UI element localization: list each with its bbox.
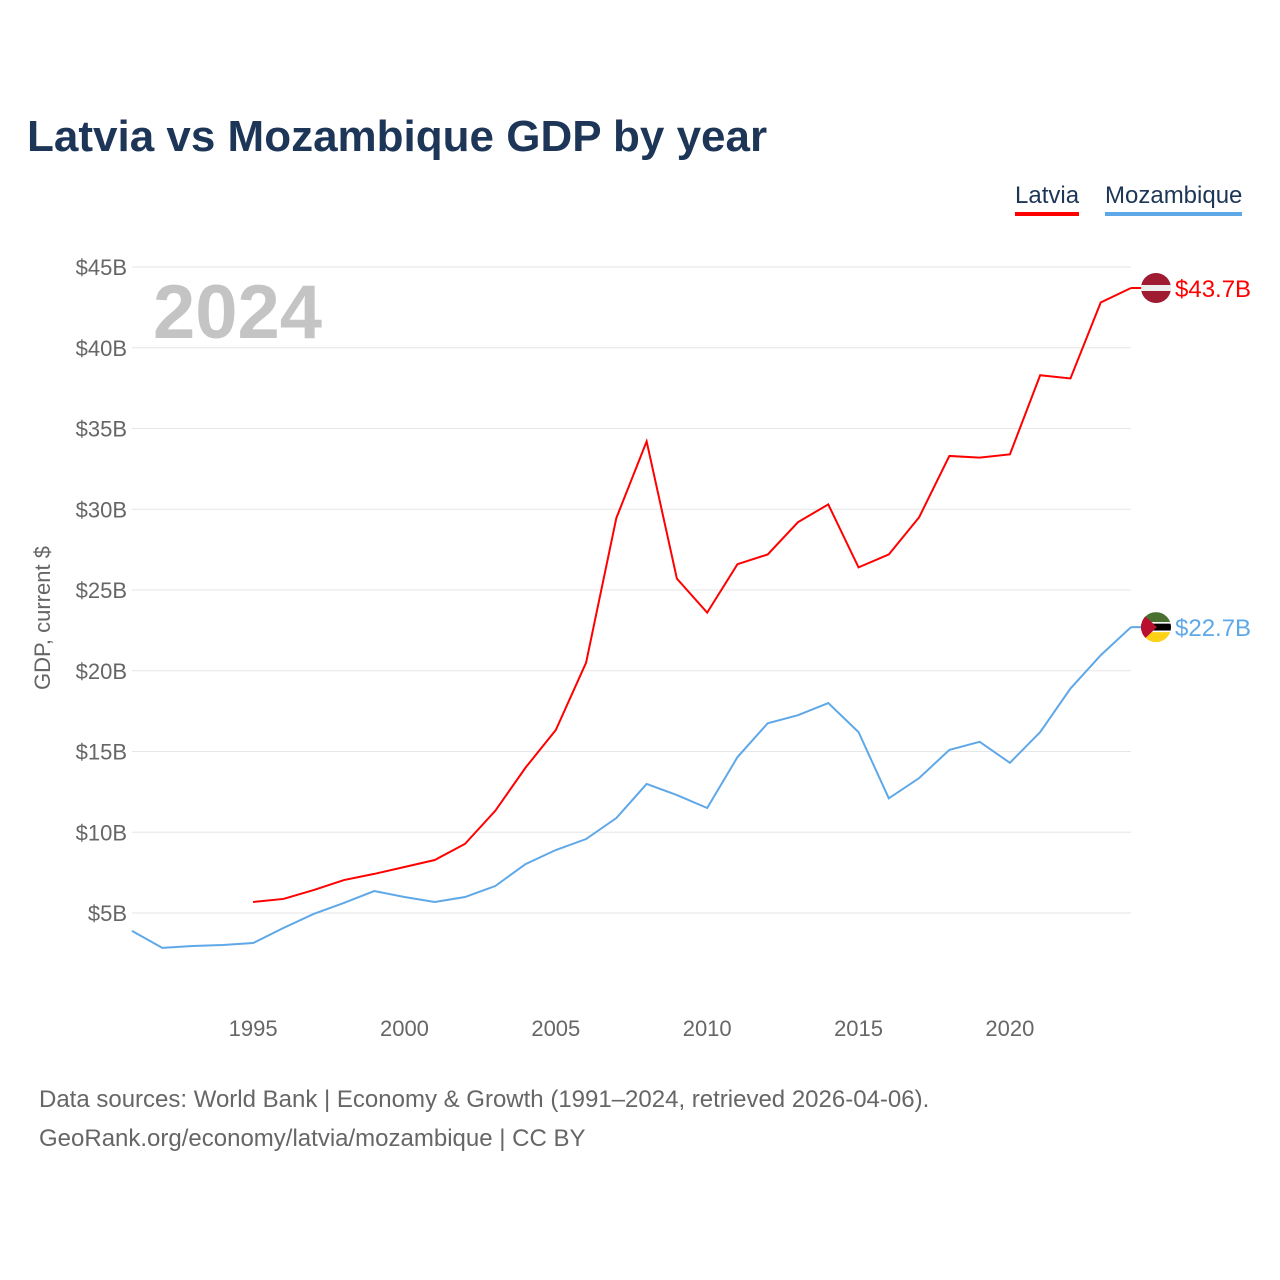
y-tick-label: $30B — [76, 497, 127, 522]
y-tick-label: $20B — [76, 659, 127, 684]
mozambique-flag-icon — [1141, 612, 1171, 643]
legend-latvia[interactable]: Latvia — [1015, 182, 1080, 216]
year-watermark: 2024 — [153, 270, 322, 355]
chart-title: Latvia vs Mozambique GDP by year — [27, 112, 768, 161]
y-tick-label: $40B — [76, 336, 127, 361]
footer-sources: Data sources: World Bank | Economy & Gro… — [39, 1086, 930, 1113]
x-tick-label: 1995 — [229, 1016, 278, 1041]
y-tick-label: $25B — [76, 578, 127, 603]
x-tick-label: 2020 — [985, 1016, 1034, 1041]
y-tick-label: $15B — [76, 740, 127, 765]
x-tick-label: 2005 — [531, 1016, 580, 1041]
latvia-flag-icon — [1141, 272, 1171, 303]
end-value-label: $43.7B — [1175, 276, 1251, 303]
y-tick-label: $10B — [76, 820, 127, 845]
end-value-label: $22.7B — [1175, 615, 1251, 642]
y-tick-label: $45B — [76, 255, 127, 280]
x-tick-label: 2000 — [380, 1016, 429, 1041]
series-line-latvia — [252, 287, 1132, 904]
x-tick-label: 2010 — [683, 1016, 732, 1041]
series-line-mozambique — [131, 626, 1132, 949]
x-tick-label: 2015 — [834, 1016, 883, 1041]
y-tick-label: $5B — [88, 901, 127, 926]
y-tick-label: $35B — [76, 417, 127, 442]
y-axis-label: GDP, current $ — [30, 546, 55, 690]
footer-link[interactable]: GeoRank.org/economy/latvia/mozambique | … — [39, 1125, 586, 1152]
legend-mozambique[interactable]: Mozambique — [1105, 182, 1243, 216]
